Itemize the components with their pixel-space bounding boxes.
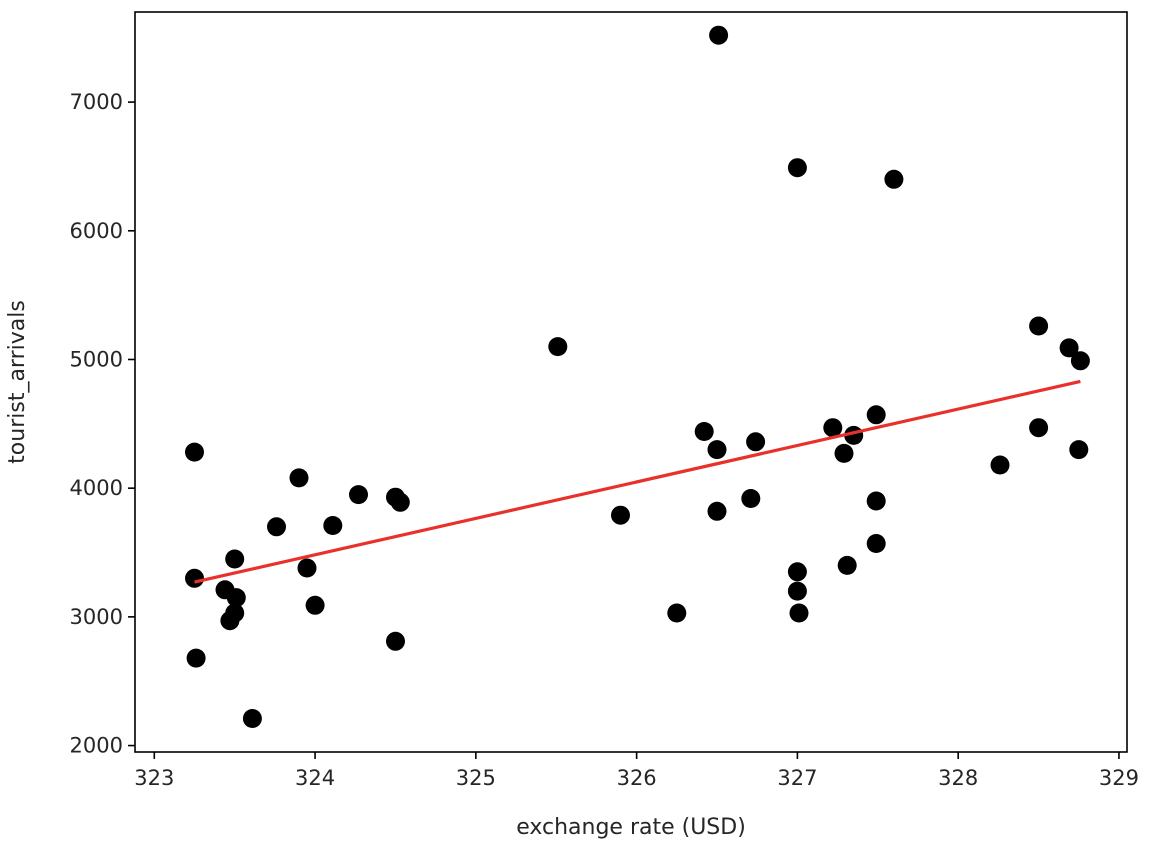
- data-point: [866, 534, 886, 553]
- fit-line: [194, 379, 1081, 584]
- data-point: [834, 443, 854, 463]
- data-point: [787, 581, 807, 601]
- data-point: [823, 418, 843, 438]
- x-tick-label: 329: [1099, 766, 1139, 790]
- data-point: [707, 440, 727, 460]
- data-point: [866, 405, 886, 425]
- x-tick-label: 324: [295, 766, 335, 790]
- data-point: [787, 158, 807, 178]
- data-point: [1069, 440, 1089, 460]
- y-tick-label: 7000: [70, 90, 123, 114]
- data-point: [186, 648, 206, 668]
- data-point: [707, 501, 727, 521]
- data-point: [548, 337, 568, 357]
- data-point: [185, 442, 204, 462]
- data-point: [611, 505, 630, 525]
- data-point: [225, 603, 245, 623]
- data-point: [667, 603, 687, 623]
- x-tick-label: 325: [456, 766, 496, 790]
- x-axis-ticks: 323 324 325 326 327 328 329: [134, 752, 1139, 790]
- y-axis-label: tourist_arrivals: [5, 300, 30, 464]
- x-tick-label: 328: [938, 766, 978, 790]
- x-tick-label: 326: [617, 766, 657, 790]
- data-point: [289, 468, 309, 488]
- data-point: [1029, 418, 1049, 438]
- data-point: [349, 485, 368, 505]
- x-tick-label: 323: [134, 766, 174, 790]
- data-point: [305, 595, 325, 615]
- data-point: [1070, 351, 1090, 371]
- data-point: [226, 588, 246, 608]
- data-point: [866, 491, 886, 511]
- data-point: [837, 555, 857, 575]
- data-point: [323, 516, 343, 535]
- data-point: [746, 432, 766, 452]
- data-point: [694, 422, 714, 441]
- plot-frame: [134, 11, 1128, 753]
- data-point: [267, 517, 286, 537]
- data-point: [741, 489, 761, 508]
- data-point: [789, 603, 809, 623]
- y-tick-label: 4000: [70, 476, 123, 500]
- points-layer: [185, 25, 1090, 728]
- y-tick-label: 6000: [70, 219, 123, 243]
- data-point: [1029, 316, 1049, 336]
- data-point: [297, 558, 317, 578]
- data-point: [185, 568, 204, 588]
- data-point: [787, 562, 807, 582]
- y-tick-label: 3000: [70, 605, 123, 629]
- fit-line-layer: [194, 379, 1081, 584]
- data-point: [884, 169, 904, 189]
- x-tick-label: 327: [777, 766, 817, 790]
- y-axis-ticks: 2000 3000 4000 5000 6000 7000: [70, 90, 135, 758]
- data-point: [990, 455, 1010, 475]
- data-point: [390, 492, 410, 512]
- data-point: [225, 549, 245, 569]
- y-tick-label: 5000: [70, 347, 123, 371]
- y-tick-label: 2000: [70, 734, 123, 758]
- data-point: [709, 25, 729, 45]
- data-point: [242, 709, 262, 728]
- data-point: [1059, 338, 1079, 358]
- data-point: [386, 631, 405, 651]
- x-axis-label: exchange rate (USD): [516, 815, 746, 840]
